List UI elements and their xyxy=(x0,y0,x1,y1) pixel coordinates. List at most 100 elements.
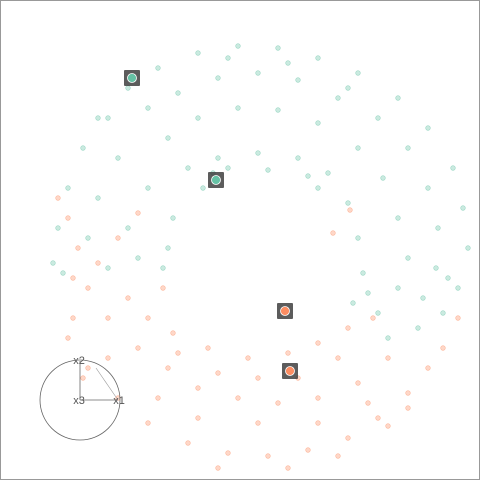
point xyxy=(135,255,141,261)
point xyxy=(415,325,421,331)
point xyxy=(345,325,351,331)
point xyxy=(255,150,261,156)
point xyxy=(433,265,439,271)
point xyxy=(105,355,111,361)
point xyxy=(225,55,231,61)
point xyxy=(50,260,56,266)
point xyxy=(425,365,431,371)
point xyxy=(135,345,141,351)
point xyxy=(215,155,221,161)
point xyxy=(200,185,206,191)
point xyxy=(405,255,411,261)
point xyxy=(175,90,181,96)
point xyxy=(135,210,141,216)
highlighted-point xyxy=(208,172,224,188)
point xyxy=(60,270,66,276)
point xyxy=(235,43,241,49)
point xyxy=(405,405,411,411)
point xyxy=(155,395,161,401)
axis-circle xyxy=(39,359,121,441)
point xyxy=(125,295,131,301)
point xyxy=(170,215,176,221)
point xyxy=(395,285,401,291)
point xyxy=(255,70,261,76)
axis-label: x2 xyxy=(73,355,85,367)
point xyxy=(335,95,341,101)
point xyxy=(75,245,81,251)
point xyxy=(435,225,441,231)
point xyxy=(440,310,446,316)
point xyxy=(285,350,291,356)
point xyxy=(125,225,131,231)
point xyxy=(370,315,376,321)
point xyxy=(350,300,356,306)
point xyxy=(315,420,321,426)
point xyxy=(195,415,201,421)
point xyxy=(195,50,201,56)
point xyxy=(285,60,291,66)
point xyxy=(335,355,341,361)
point xyxy=(380,175,386,181)
point xyxy=(145,420,151,426)
point xyxy=(255,375,261,381)
point xyxy=(315,340,321,346)
point xyxy=(450,165,456,171)
point xyxy=(80,375,86,381)
point xyxy=(85,365,91,371)
point xyxy=(185,440,191,446)
point xyxy=(465,245,471,251)
point xyxy=(360,270,366,276)
point xyxy=(385,335,391,341)
point xyxy=(195,115,201,121)
point xyxy=(105,265,111,271)
point xyxy=(375,415,381,421)
point xyxy=(355,380,361,386)
point xyxy=(455,285,461,291)
point xyxy=(365,290,371,296)
point xyxy=(375,310,381,316)
point xyxy=(395,95,401,101)
point xyxy=(225,165,231,171)
point xyxy=(347,207,353,213)
point xyxy=(155,65,161,71)
point xyxy=(345,200,351,206)
point xyxy=(205,345,211,351)
point xyxy=(215,370,221,376)
highlighted-point xyxy=(124,70,140,86)
point xyxy=(95,195,101,201)
point xyxy=(160,285,166,291)
point xyxy=(355,145,361,151)
point xyxy=(295,77,301,83)
point xyxy=(185,165,191,171)
point xyxy=(175,350,181,356)
point xyxy=(127,73,137,83)
point xyxy=(145,315,151,321)
point xyxy=(305,173,311,179)
point xyxy=(405,390,411,396)
axis-line xyxy=(95,367,119,401)
point xyxy=(65,185,71,191)
point xyxy=(355,235,361,241)
point xyxy=(365,400,371,406)
point xyxy=(395,215,401,221)
point xyxy=(85,285,91,291)
point xyxy=(315,120,321,126)
point xyxy=(160,265,166,271)
axis-label: x1 xyxy=(113,395,125,407)
point xyxy=(70,275,76,281)
highlighted-point xyxy=(277,303,293,319)
axis-glyph: x2 x3 x1 xyxy=(39,355,125,441)
point xyxy=(280,306,290,316)
point xyxy=(211,175,221,185)
point xyxy=(95,115,101,121)
point xyxy=(115,235,121,241)
point xyxy=(115,155,121,161)
point xyxy=(315,185,321,191)
point xyxy=(275,107,281,113)
point xyxy=(80,145,86,151)
point xyxy=(145,185,151,191)
point xyxy=(215,75,221,81)
point xyxy=(165,365,171,371)
point xyxy=(445,275,451,281)
